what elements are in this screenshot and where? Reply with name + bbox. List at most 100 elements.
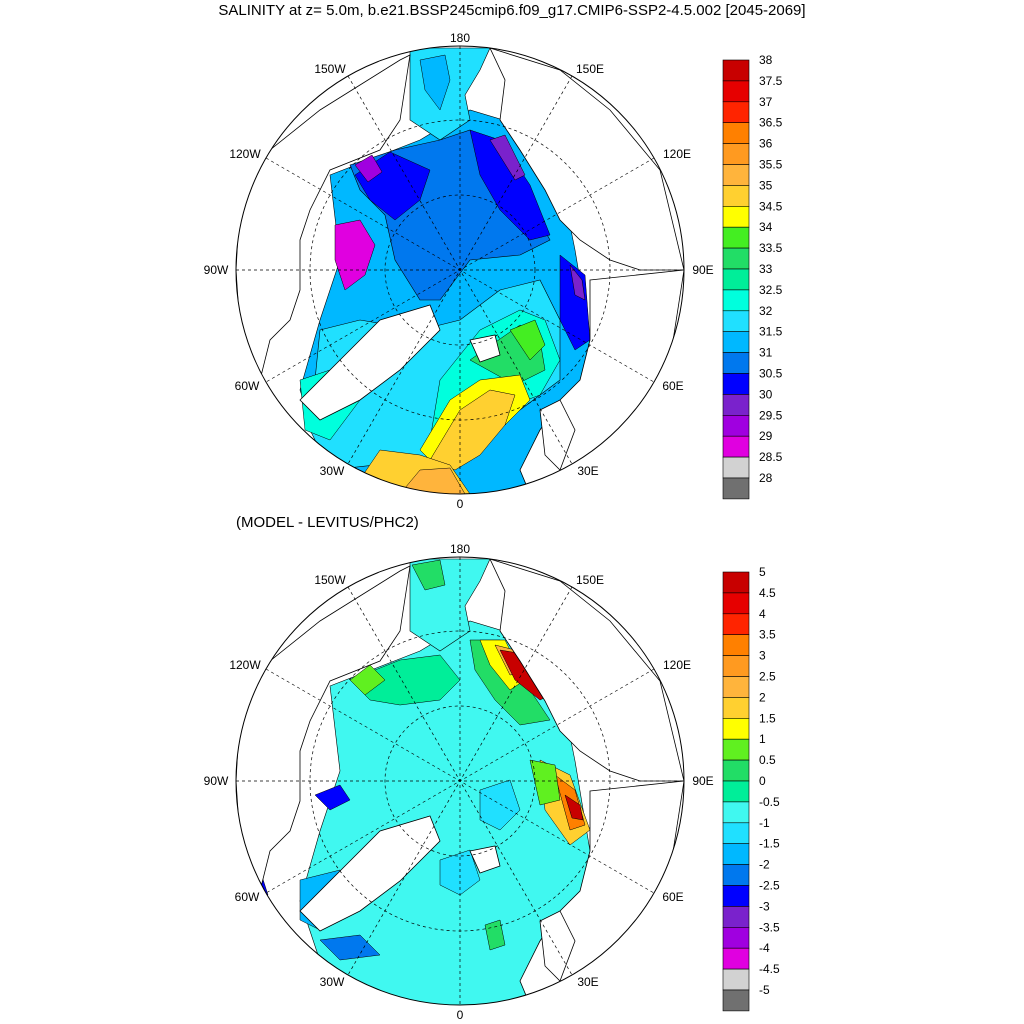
- colorbar-label: 4.5: [759, 586, 776, 600]
- colorbar-swatch: [722, 717, 750, 740]
- lon-label-60w: 60W: [235, 379, 260, 393]
- salinity-map-border: [235, 45, 685, 495]
- colorbar-label: 36.5: [759, 116, 783, 130]
- colorbar-label: 2.5: [759, 670, 776, 684]
- colorbar-label: 4: [759, 607, 766, 621]
- salinity-field: [236, 47, 684, 494]
- colorbar-swatch: [722, 456, 750, 479]
- colorbar-label: 35.5: [759, 158, 783, 172]
- colorbar-label: 0: [759, 774, 766, 788]
- colorbar-swatch: [722, 634, 750, 656]
- colorbar-swatch: [722, 310, 750, 332]
- lon-label-30e: 30E: [577, 975, 598, 989]
- colorbar-swatch: [722, 80, 750, 103]
- colorbar-swatch: [722, 226, 750, 249]
- lon-label-150w: 150W: [314, 62, 346, 76]
- colorbar-label: 5: [759, 565, 766, 579]
- difference-graticule: [236, 557, 684, 1005]
- colorbar-swatch: [722, 738, 750, 761]
- lon-label-60e: 60E: [662, 379, 683, 393]
- salinity-map: 180 0 150W 150E 120W 120E 90W 90E 60W 60…: [204, 31, 714, 511]
- plot-title: SALINITY at z= 5.0m, b.e21.BSSP245cmip6.…: [218, 2, 806, 19]
- colorbar-swatch: [722, 947, 750, 970]
- colorbar-label: 38: [759, 53, 773, 67]
- colorbar-swatch: [722, 989, 750, 1012]
- colorbar-swatch: [722, 676, 750, 698]
- colorbar-label: -0.5: [759, 795, 780, 809]
- colorbar-label: 28.5: [759, 450, 783, 464]
- colorbar-label: 0.5: [759, 753, 776, 767]
- colorbar-swatch: [722, 759, 750, 782]
- colorbar-label: 32.5: [759, 283, 783, 297]
- colorbar-label: 2: [759, 690, 766, 704]
- lon-label-90w: 90W: [204, 263, 229, 277]
- colorbar-swatch: [722, 613, 750, 635]
- colorbar-swatch: [722, 822, 750, 844]
- colorbar-swatch: [722, 843, 750, 865]
- lon-label-180: 180: [450, 31, 470, 45]
- lon-label-120w: 120W: [229, 147, 261, 161]
- colorbar-swatch: [722, 477, 750, 500]
- lon-label-90e: 90E: [692, 263, 713, 277]
- colorbar-swatch: [722, 289, 750, 312]
- colorbar-swatch: [722, 373, 750, 395]
- difference-map-border: [235, 556, 685, 1006]
- lon-label-60e: 60E: [662, 890, 683, 904]
- colorbar-label: 32: [759, 304, 773, 318]
- colorbar-label: 3.5: [759, 628, 776, 642]
- colorbar-label: 30.5: [759, 367, 783, 381]
- colorbar-swatch: [722, 122, 750, 144]
- lon-label-120e: 120E: [663, 147, 691, 161]
- difference-colorbar: 5 4.5 4 3.5 3 2.5 2 1.5 1 0.5 0 -0.5 -1 -1.5 -2 -2.5 -3 -…: [722, 565, 780, 1012]
- colorbar-label: 37.5: [759, 74, 783, 88]
- colorbar-label: 35: [759, 178, 773, 192]
- lon-label-0: 0: [457, 1008, 464, 1022]
- colorbar-label: 33: [759, 262, 773, 276]
- colorbar-swatch: [722, 164, 750, 186]
- colorbar-label: 29.5: [759, 408, 783, 422]
- colorbar-label: -4: [759, 941, 770, 955]
- lon-label-60w: 60W: [235, 890, 260, 904]
- colorbar-swatch: [722, 571, 750, 594]
- colorbar-label: 29: [759, 429, 773, 443]
- lon-label-120e: 120E: [663, 658, 691, 672]
- colorbar-swatch: [722, 780, 750, 803]
- colorbar-label: 31: [759, 346, 773, 360]
- colorbar-swatch: [722, 885, 750, 907]
- colorbar-label: 34: [759, 220, 773, 234]
- difference-longitude-labels: 180 0 150W 150E 120W 120E 90W 90E 60W 60…: [204, 542, 714, 1022]
- lon-label-90e: 90E: [692, 774, 713, 788]
- colorbar-label: -3: [759, 899, 770, 913]
- colorbar-swatch: [722, 143, 750, 165]
- colorbar-swatch: [722, 59, 750, 82]
- colorbar-label: -5: [759, 983, 770, 997]
- colorbar-swatch: [722, 864, 750, 886]
- colorbar-swatch: [722, 206, 750, 228]
- colorbar-label: 30: [759, 387, 773, 401]
- colorbar-swatch: [722, 655, 750, 677]
- colorbar-label: -4.5: [759, 962, 780, 976]
- colorbar-label: 37: [759, 95, 773, 109]
- colorbar-swatch: [722, 394, 750, 416]
- lon-label-30w: 30W: [320, 464, 345, 478]
- colorbar-swatch: [722, 968, 750, 991]
- difference-subtitle: (MODEL - LEVITUS/PHC2): [236, 514, 419, 531]
- colorbar-swatch: [722, 906, 750, 928]
- salinity-graticule: [236, 46, 684, 494]
- lon-label-30w: 30W: [320, 975, 345, 989]
- colorbar-swatch: [722, 331, 750, 353]
- colorbar-swatch: [722, 801, 750, 824]
- colorbar-label: 34.5: [759, 199, 783, 213]
- colorbar-swatch: [722, 592, 750, 615]
- lon-label-150e: 150E: [576, 62, 604, 76]
- colorbar-label: 28: [759, 471, 773, 485]
- lon-label-90w: 90W: [204, 774, 229, 788]
- colorbar-label: 1.5: [759, 711, 776, 725]
- colorbar-swatch: [722, 352, 750, 374]
- lon-label-30e: 30E: [577, 464, 598, 478]
- colorbar-label: -2.5: [759, 879, 780, 893]
- lon-label-0: 0: [457, 497, 464, 511]
- colorbar-label: 33.5: [759, 241, 783, 255]
- salinity-longitude-labels: 180 0 150W 150E 120W 120E 90W 90E 60W 60…: [204, 31, 714, 511]
